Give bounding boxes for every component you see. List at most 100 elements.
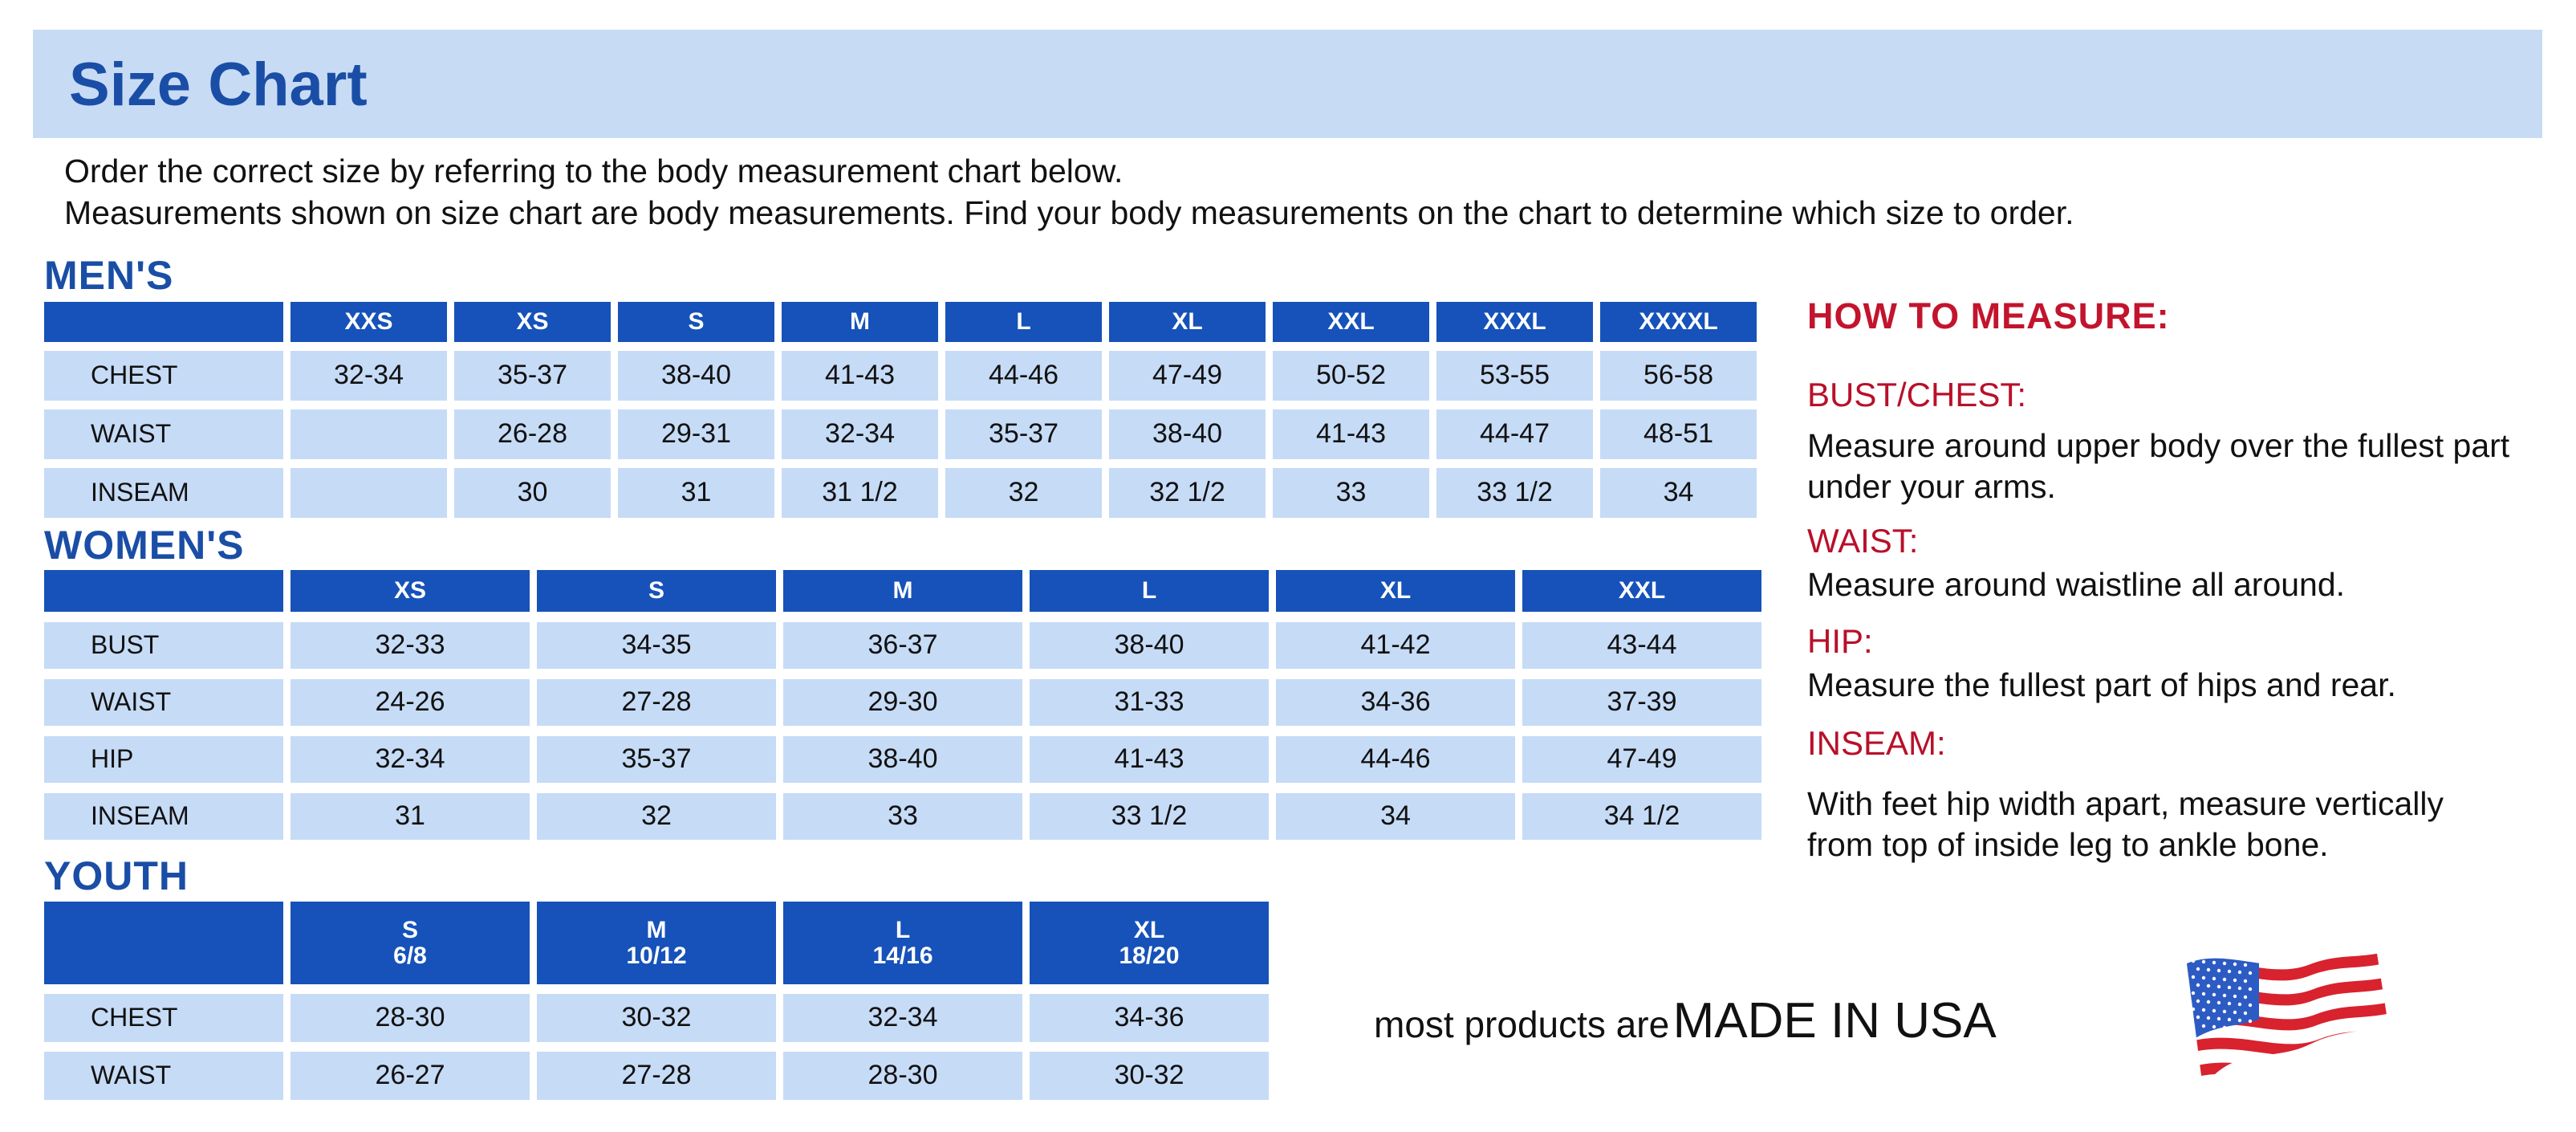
flag-star — [2201, 1008, 2206, 1012]
measurement-value: 34 — [1276, 793, 1515, 840]
measurement-value: 26-27 — [291, 1052, 530, 1100]
measurement-label: WAIST — [44, 409, 283, 459]
flag-star — [2248, 971, 2253, 975]
measurement-value: 31 1/2 — [782, 468, 938, 518]
flag-star — [2191, 991, 2196, 996]
flag-stripe — [2187, 1010, 2387, 1043]
table-header-row: XXS XS S M L XL XXL XXXL XXXXL — [44, 302, 1757, 342]
flag-star — [2233, 962, 2237, 967]
measurement-label: INSEAM — [44, 468, 283, 518]
flag-star — [2237, 1002, 2242, 1007]
measurement-value: 33 — [1273, 468, 1429, 518]
table-row: BUST 32-33 34-35 36-37 38-40 41-42 43-44 — [44, 622, 1761, 669]
flag-star — [2201, 992, 2206, 996]
measurement-value: 44-47 — [1436, 409, 1593, 459]
size-header-cell: XXL — [1522, 570, 1761, 612]
size-label: XL — [1133, 917, 1165, 943]
measurement-value: 31-33 — [1030, 679, 1269, 726]
measurement-value: 32 — [945, 468, 1102, 518]
measurement-value: 36-37 — [783, 622, 1022, 669]
measure-text-hip: Measure the fullest part of hips and rea… — [1807, 666, 2396, 703]
measurement-value: 41-42 — [1276, 622, 1515, 669]
measurement-value: 50-52 — [1273, 351, 1429, 401]
flag-star — [2227, 1001, 2232, 1006]
table-row: CHEST 28-30 30-32 32-34 34-36 — [44, 994, 1269, 1042]
page-title: Size Chart — [69, 51, 368, 119]
measure-heading-waist: WAIST: — [1807, 522, 1919, 560]
measurement-value: 33 — [783, 793, 1022, 840]
measurement-label: CHEST — [44, 351, 283, 401]
size-header-cell: XL 18/20 — [1030, 902, 1269, 984]
size-header-cell: XS — [291, 570, 530, 612]
measurement-value: 47-49 — [1109, 351, 1266, 401]
flag-star — [2248, 987, 2253, 992]
flag-star — [2216, 1016, 2221, 1021]
flag-star — [2227, 1017, 2232, 1022]
flag-star — [2237, 970, 2242, 975]
measure-heading-inseam: INSEAM: — [1807, 724, 1946, 762]
measurement-value: 34-36 — [1276, 679, 1515, 726]
flag-star — [2243, 1011, 2248, 1016]
flag-star — [2222, 977, 2227, 982]
measurement-value: 24-26 — [291, 679, 530, 726]
flag-star — [2233, 1010, 2237, 1015]
measurement-value: 32 — [537, 793, 776, 840]
measurement-value: 30-32 — [537, 994, 776, 1042]
table-header-row: XS S M L XL XXL — [44, 570, 1761, 612]
measurement-value: 28-30 — [291, 994, 530, 1042]
header-corner-cell — [44, 902, 283, 984]
size-header-cell: XXXL — [1436, 302, 1593, 342]
size-header-cell: XS — [454, 302, 611, 342]
flag-star — [2248, 1003, 2253, 1008]
size-header-cell: XXL — [1273, 302, 1429, 342]
flag-star — [2227, 985, 2232, 990]
flag-star — [2196, 967, 2200, 971]
measurement-value: 43-44 — [1522, 622, 1761, 669]
measurement-value: 30 — [454, 468, 611, 518]
measurement-value: 44-46 — [1276, 736, 1515, 783]
measurement-value: 48-51 — [1600, 409, 1757, 459]
size-header-cell: L — [1030, 570, 1269, 612]
measurement-value: 31 — [618, 468, 774, 518]
size-header-cell: XL — [1109, 302, 1266, 342]
intro-line-2: Measurements shown on size chart are bod… — [64, 194, 2074, 231]
header-corner-cell — [44, 302, 283, 342]
measurement-value: 32-34 — [782, 409, 938, 459]
flag-star — [2191, 959, 2196, 963]
measurement-label: WAIST — [44, 1052, 283, 1100]
american-flag-icon — [2187, 943, 2387, 1088]
measure-text-bust: Measure around upper body over the fulle… — [1807, 427, 2510, 505]
size-age-range: 18/20 — [1119, 942, 1180, 969]
measurement-label: WAIST — [44, 679, 283, 726]
measurement-value: 41-43 — [782, 351, 938, 401]
measurement-value: 34-36 — [1030, 994, 1269, 1042]
flag-star — [2212, 1024, 2216, 1029]
flag-star — [2233, 1026, 2237, 1031]
flag-star — [2191, 975, 2196, 979]
flag-star — [2206, 1000, 2211, 1004]
measurement-value: 32-34 — [291, 351, 447, 401]
mens-section-title: MEN'S — [44, 253, 174, 298]
flag-stripe — [2187, 1023, 2387, 1056]
measurement-value: 32-34 — [291, 736, 530, 783]
header-corner-cell — [44, 570, 283, 612]
measure-heading-hip: HIP: — [1807, 622, 1873, 660]
womens-section-title: WOMEN'S — [44, 523, 245, 568]
flag-star — [2233, 994, 2237, 999]
flag-star — [2227, 969, 2232, 974]
measurement-value: 38-40 — [783, 736, 1022, 783]
flag-star — [2206, 967, 2211, 972]
table-row: WAIST 26-28 29-31 32-34 35-37 38-40 41-43 44-47… — [44, 409, 1757, 459]
size-header-cell: M — [782, 302, 938, 342]
flag-star — [2216, 968, 2221, 973]
flag-star — [2243, 995, 2248, 1000]
flag-stripe — [2190, 1073, 2387, 1088]
title-bar — [33, 30, 2542, 138]
measurement-value: 35-37 — [945, 409, 1102, 459]
size-header-cell: L 14/16 — [783, 902, 1022, 984]
flag-star — [2243, 1027, 2248, 1032]
flag-star — [2243, 963, 2248, 967]
measurement-label: CHEST — [44, 994, 283, 1042]
flag-star — [2206, 1016, 2211, 1020]
flag-star — [2201, 1024, 2206, 1028]
